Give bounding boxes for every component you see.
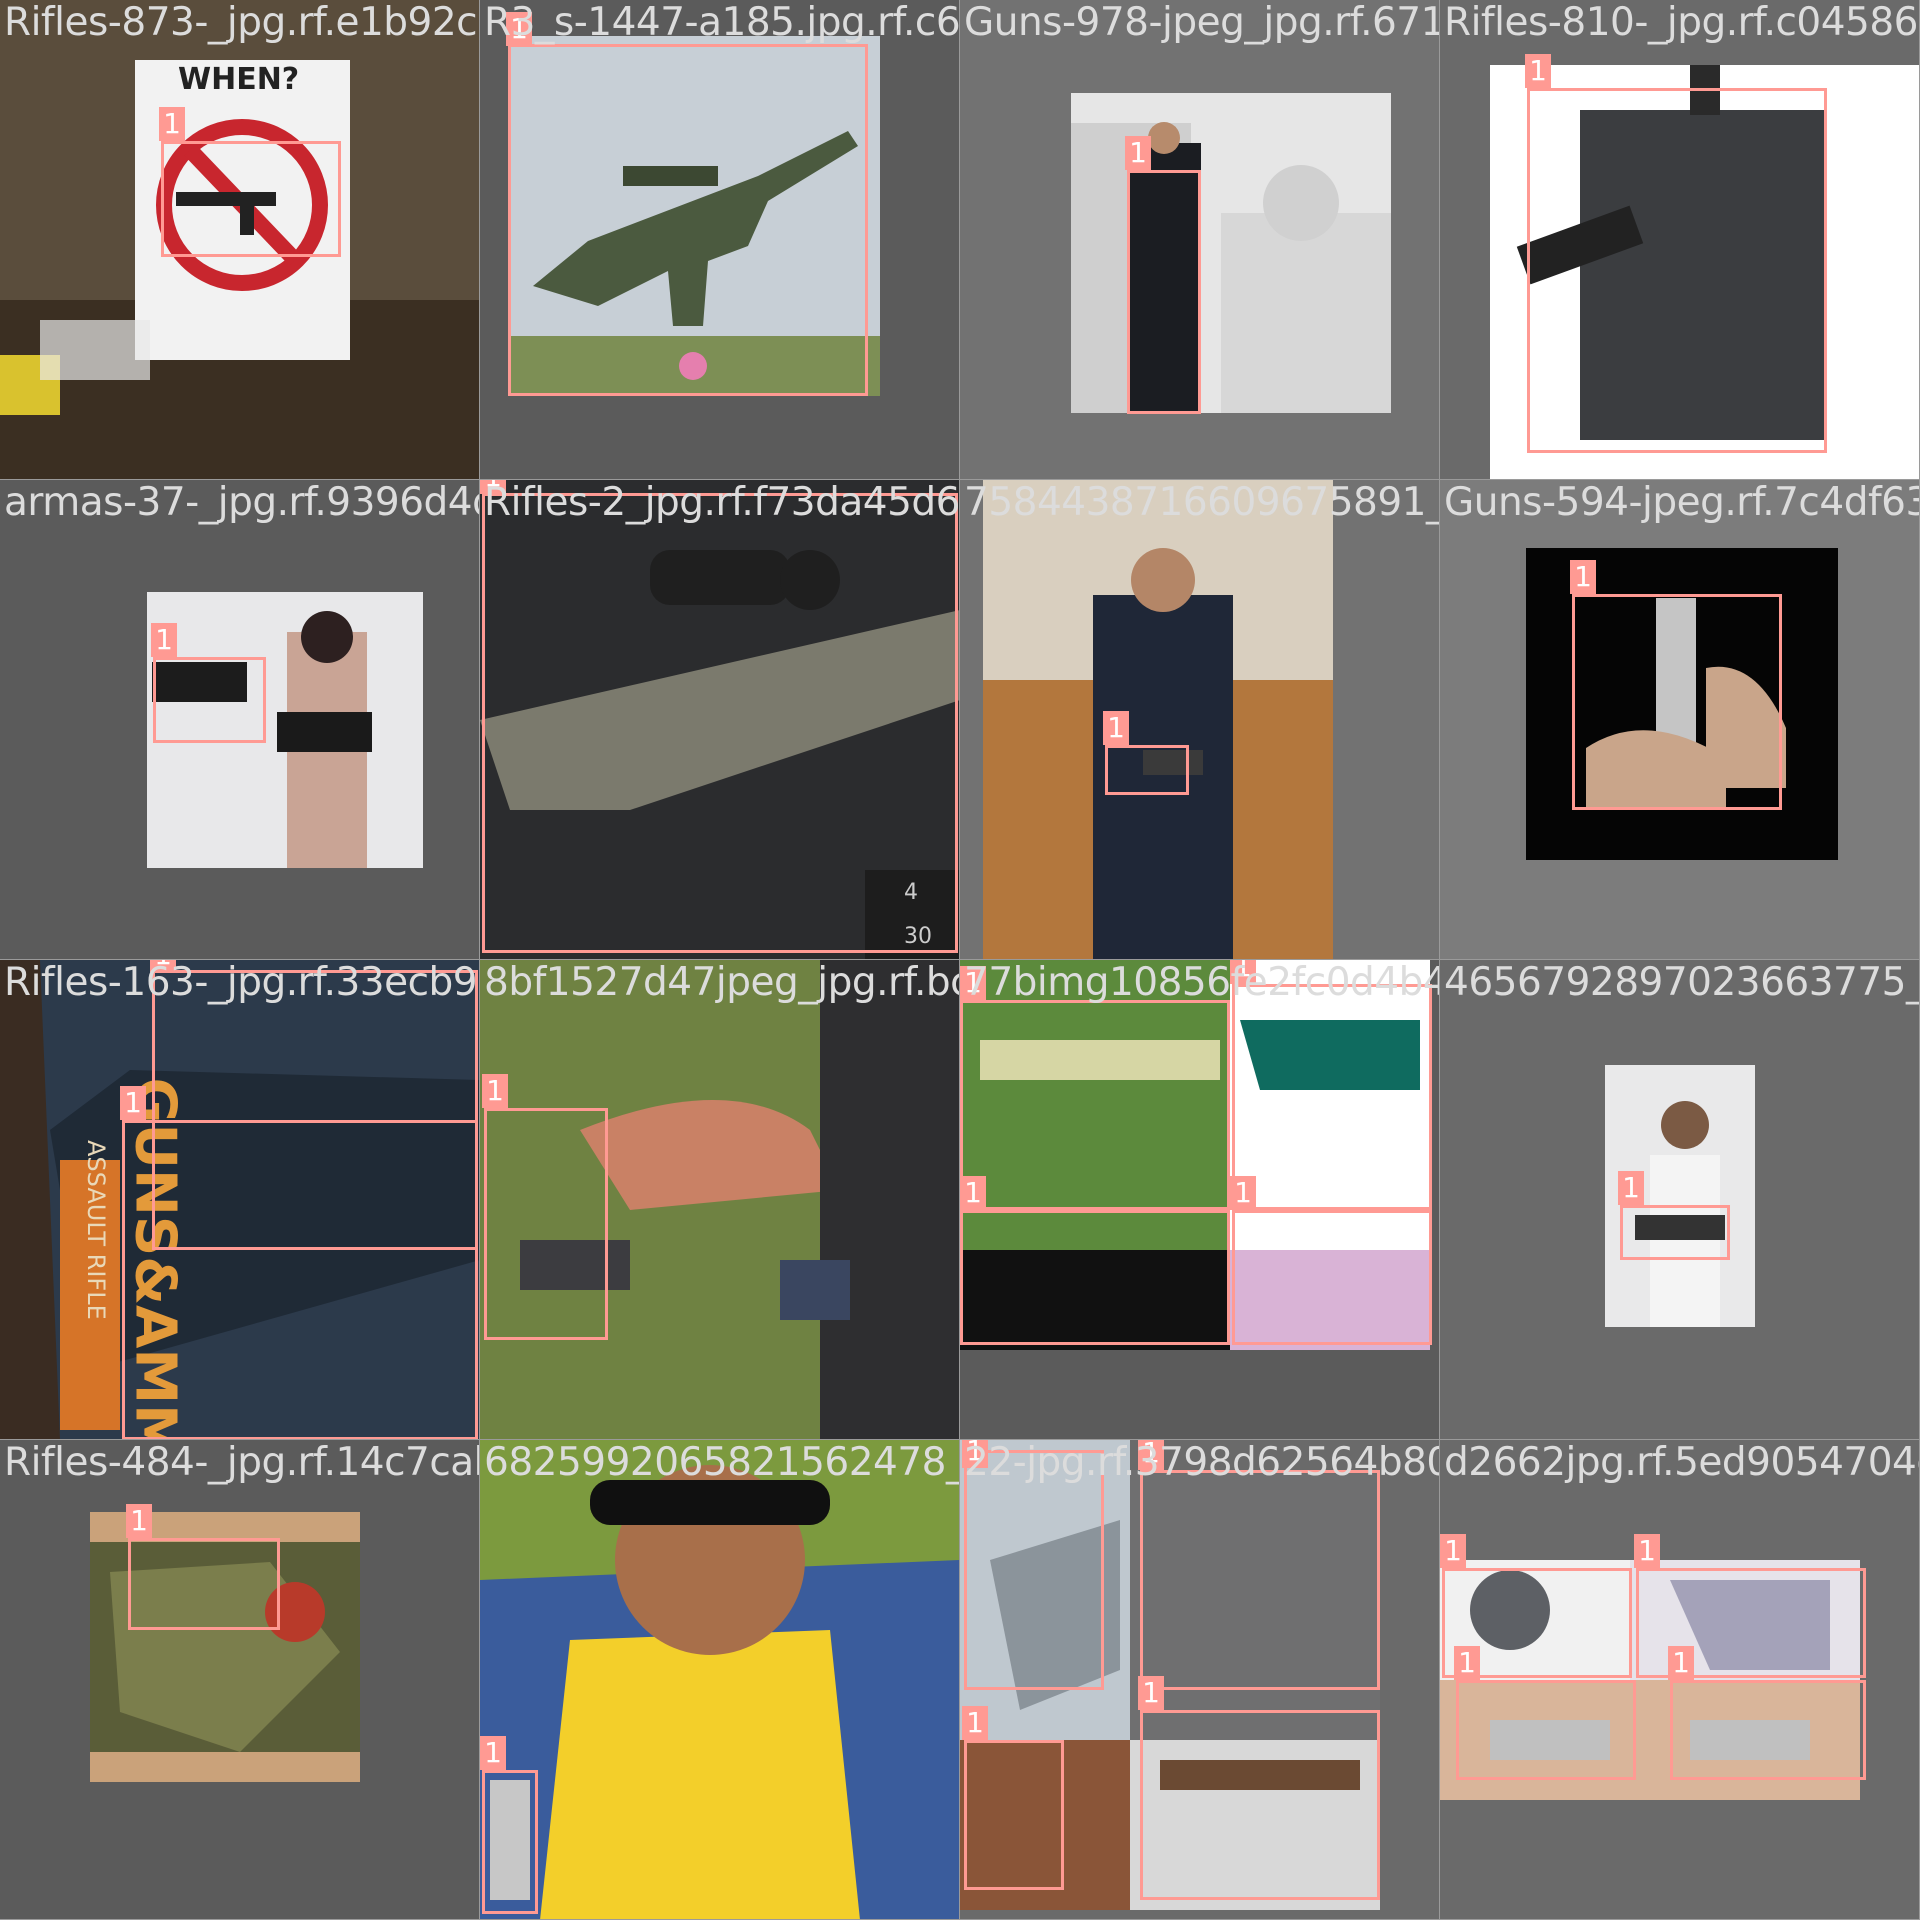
tile-15-box-b [1140,1470,1380,1690]
tile-1-box [161,141,341,257]
tile-15-badge-a: 1 [962,1440,988,1468]
tile-9-badge-a: 1 [150,960,176,972]
tile-10: 1 8bf1527d47jpeg_jpg.rf.bc564778bimg1085… [480,960,960,1440]
tile-11-badge-d: 1 [1230,1176,1256,1210]
tile-15-box-d [964,1740,1064,1890]
tile-10-photo [480,960,959,1439]
tile-7-badge: 1 [1103,711,1129,745]
tile-7: 1 7584438716609675891_jpeg [960,480,1440,960]
tile-11-photo [960,960,1430,1350]
tile-16-badge-a: 1 [1440,1534,1466,1568]
tile-6-mag-size: 30 [904,924,932,949]
tile-16-badge-d: 1 [1668,1646,1694,1680]
tile-16-box-d [1670,1680,1866,1780]
tile-5-box [153,657,266,743]
tile-13-photo [90,1512,360,1782]
tile-13-caption: Rifles-484-_jpg.rf.14c7cab65 [4,1440,479,1485]
tile-3-box [1127,170,1201,414]
tile-1-sign-text: WHEN? [178,62,300,97]
tile-6-box [482,493,958,953]
tile-1: WHEN? 1 Rifles-873-_jpg.rf.e1b92c564 [0,0,480,480]
tile-16: 1 1 1 1 d2662jpg.rf.5ed9054704cb9 [1440,1440,1920,1920]
tile-2: 1 R3_s-1447-a185.jpg.rf.c6db378956f4a978… [480,0,960,480]
tile-14-box [482,1770,538,1914]
tile-6-mag-count: 4 [904,880,918,905]
tile-4-badge: 1 [1525,54,1551,88]
tile-16-box-a [1442,1568,1632,1678]
tile-14: 1 6825992065821562478_jpe [480,1440,960,1920]
tile-11-badge-b: 1 [1230,960,1256,984]
tile-3-caption: Guns-978-jpeg_jpg.rf.67190771558-fl0977a… [964,0,1439,45]
tile-10-badge: 1 [482,1074,508,1108]
tile-2-box [508,44,868,396]
tile-2-photo [508,36,880,396]
tile-10-box [484,1108,608,1340]
tile-11-box-a [960,1000,1230,1210]
tile-7-photo [983,480,1333,959]
tile-9: GUNS&AMMO ASSAULT RIFLE 1 1 Rifles-163-_… [0,960,480,1440]
tile-1-photo [0,0,479,479]
tile-4: 1 Rifles-810-_jpg.rf.c04586023 [1440,0,1920,480]
tile-5-badge: 1 [151,623,177,657]
tile-15-photo [960,1440,1380,1910]
tile-14-photo [480,1440,959,1919]
tile-15-badge-d: 1 [962,1706,988,1740]
tile-1-badge: 1 [159,107,185,141]
tile-8-badge: 1 [1570,560,1596,594]
tile-16-badge-b: 1 [1634,1534,1660,1568]
tile-9-box-a [152,970,478,1250]
tile-4-photo [1490,65,1919,479]
tile-16-badge-c: 1 [1454,1646,1480,1680]
tile-13-badge: 1 [126,1504,152,1538]
tile-4-box [1527,88,1827,453]
tile-14-badge: 1 [480,1736,506,1770]
tile-11-badge-c: 1 [960,1176,986,1210]
tile-16-box-c [1456,1680,1636,1780]
tile-6-photo [480,480,959,959]
tile-8-box [1572,594,1782,810]
tile-2-badge: 1 [506,12,532,46]
tile-9-poster-line1: ASSAULT RIFLE [82,1140,110,1320]
tile-6-badge: 1 [480,480,506,494]
tile-11-box-b [1232,984,1432,1210]
tile-6: 4 30 1 Rifles-2_jpg.rf.f73da45d675834438… [480,480,960,960]
tile-3: 1 Guns-978-jpeg_jpg.rf.67190771558-fl097… [960,0,1440,480]
tile-5: 1 armas-37-_jpg.rf.9396d4dfab4d6726a5c5b… [0,480,480,960]
tile-15-badge-b: 1 [1138,1440,1164,1470]
tile-12-badge: 1 [1618,1171,1644,1205]
tile-13-box [128,1538,280,1630]
tile-8: 1 Guns-594-jpeg.rf.7c4df633f6 [1440,480,1920,960]
tile-15-badge-c: 1 [1138,1676,1164,1710]
tile-16-box-b [1636,1568,1866,1678]
tile-9-photo [0,960,479,1439]
tile-9-box-b [122,1120,478,1439]
tile-11-box-c [960,1210,1230,1345]
tile-3-photo [1071,93,1391,413]
tile-3-badge: 1 [1125,136,1151,170]
tile-11-badge-a: 1 [960,966,986,1000]
tile-9-badge-b: 1 [120,1086,146,1120]
tile-12-box [1620,1205,1730,1260]
tile-12-caption: 4656792897023663775_jpe [1444,960,1920,1005]
tile-15-box-c [1140,1710,1380,1900]
tile-5-caption: armas-37-_jpg.rf.9396d4dfab4d6726a5c5b6 [4,480,479,525]
tile-11: 1 1 1 1 77bimg10856fe2fc0d4b4 [960,960,1440,1440]
tile-13: 1 Rifles-484-_jpg.rf.14c7cab65 [0,1440,480,1920]
tile-12: 1 4656792897023663775_jpe [1440,960,1920,1440]
tile-16-caption: d2662jpg.rf.5ed9054704cb9 [1444,1440,1919,1485]
tile-4-caption: Rifles-810-_jpg.rf.c04586023 [1444,0,1919,45]
tile-15-box-a [964,1450,1104,1690]
tile-15: 1 1 1 1 22-jpg.rf.3798d62564b8008d2662jp… [960,1440,1440,1920]
tile-11-box-d [1232,1210,1432,1345]
tile-8-caption: Guns-594-jpeg.rf.7c4df633f6 [1444,480,1919,525]
tile-7-box [1105,745,1189,795]
tile-5-photo [147,592,423,868]
